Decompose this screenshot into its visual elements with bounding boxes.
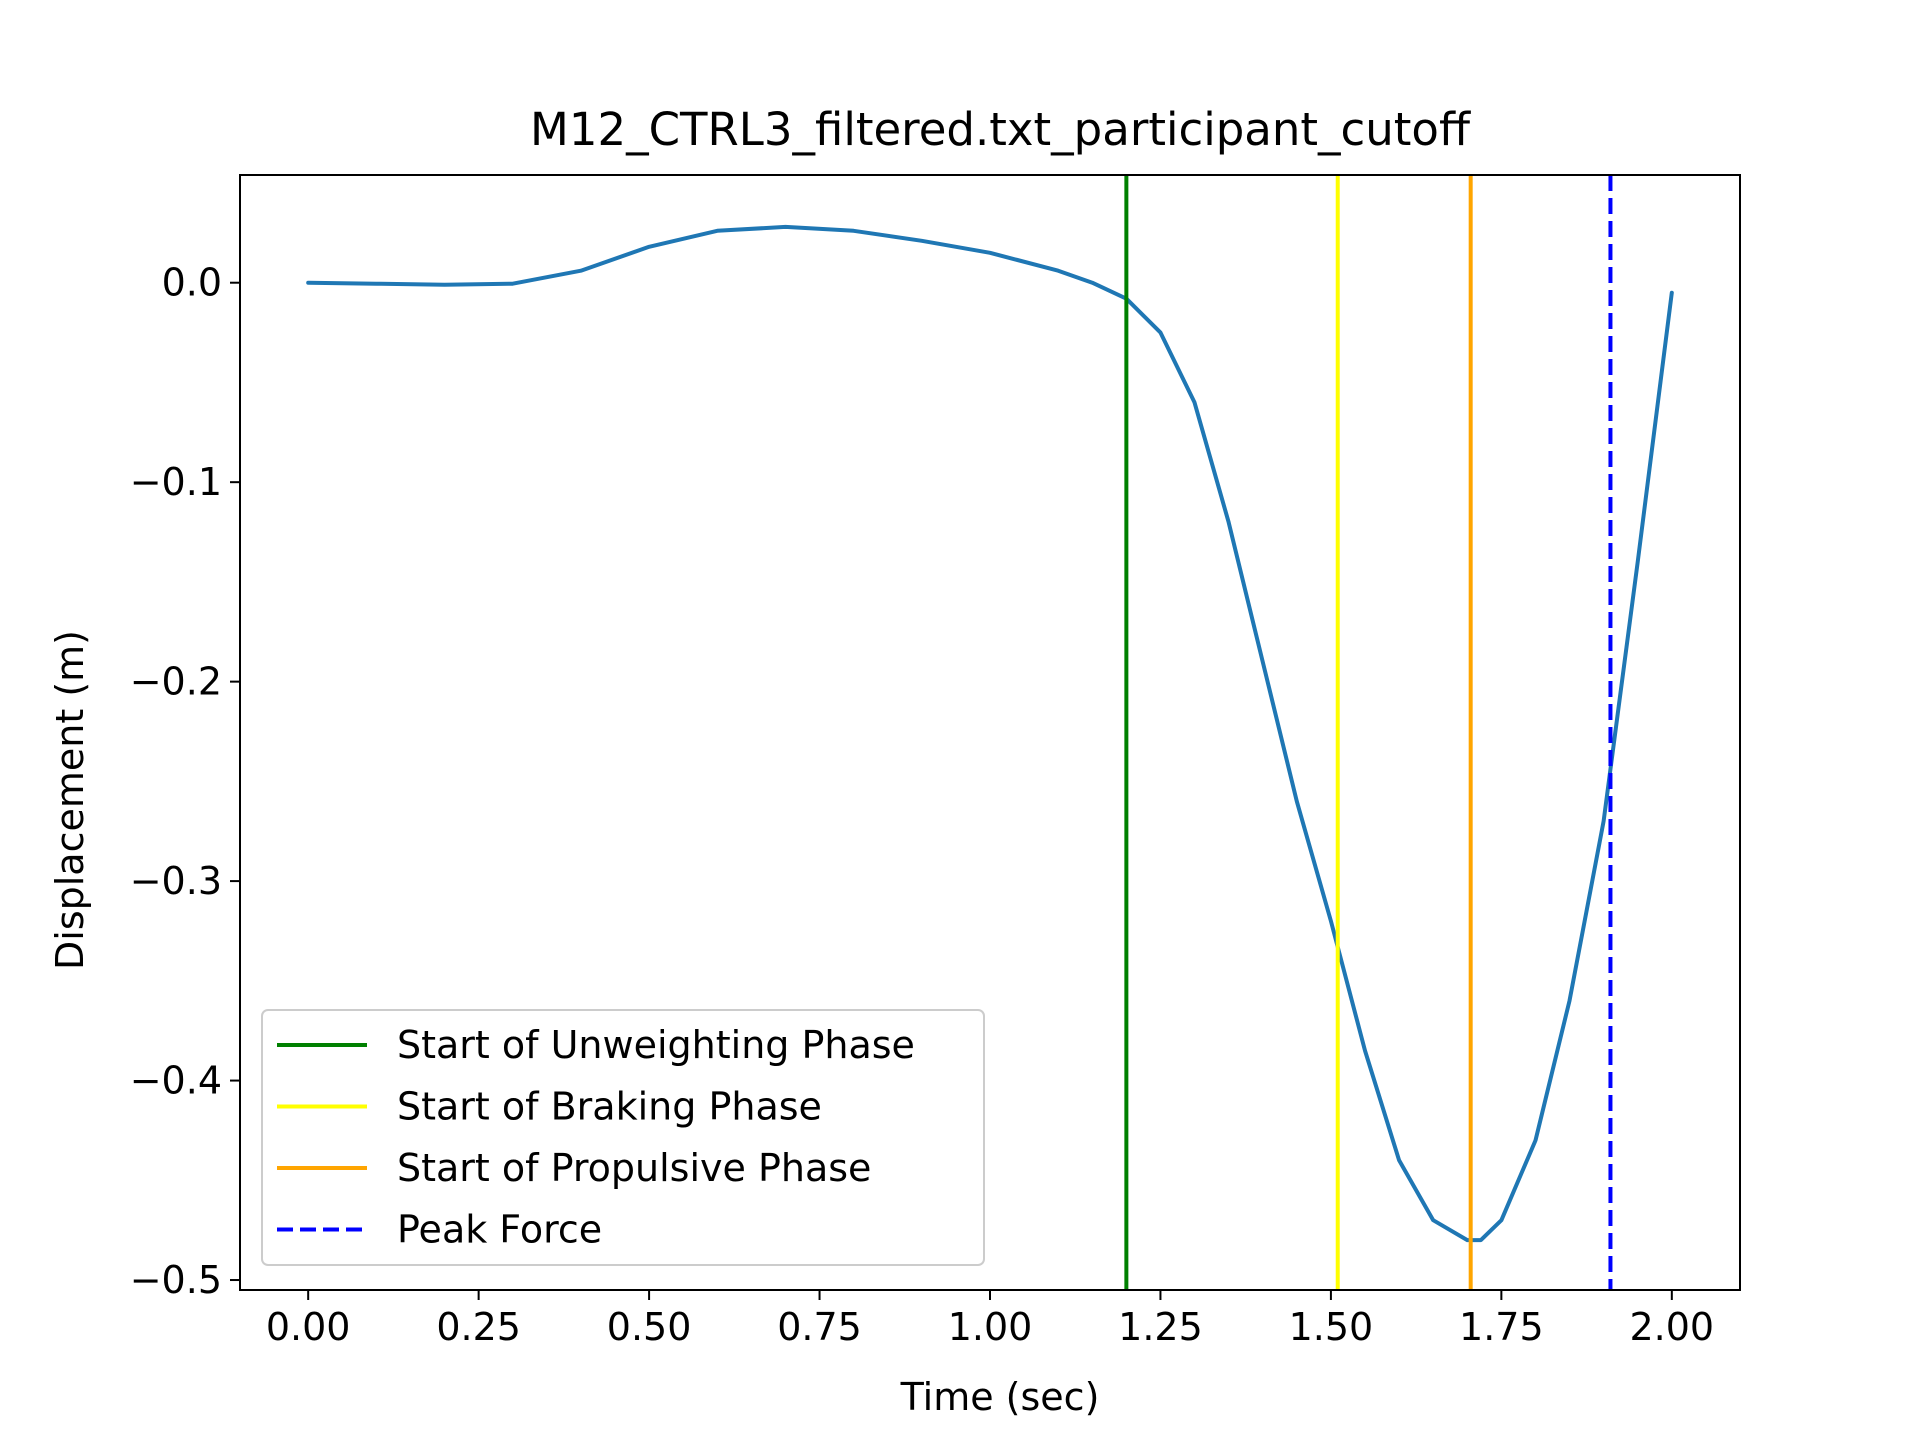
x-tick-label: 2.00 xyxy=(1630,1305,1715,1349)
x-tick-label: 1.50 xyxy=(1289,1305,1374,1349)
axes: 0.00 0.25 0.50 0.75 1.00 1.25 1.50 1.75 2.00 0.0 −… xyxy=(130,174,1741,1349)
x-tick-label: 1.00 xyxy=(948,1305,1033,1349)
legend: Start of Unweighting Phase Start of Braki… xyxy=(261,1009,985,1266)
y-tick-label: 0.0 xyxy=(162,261,222,305)
plot-area xyxy=(306,175,1674,1290)
x-tick-label: 1.75 xyxy=(1459,1305,1544,1349)
legend-entry: Start of Propulsive Phase xyxy=(397,1146,871,1190)
chart-title: M12_CTRL3_filtered.txt_participant_cutof… xyxy=(530,103,1471,156)
y-tick-label: −0.3 xyxy=(130,859,222,903)
legend-entry: Start of Unweighting Phase xyxy=(397,1023,915,1067)
x-tick-label: 0.75 xyxy=(777,1305,862,1349)
legend-box xyxy=(261,1009,985,1266)
legend-entry: Start of Braking Phase xyxy=(397,1085,822,1129)
series-line-0 xyxy=(306,224,1674,1243)
legend-entry: Peak Force xyxy=(397,1208,602,1252)
x-tick-label: 0.00 xyxy=(266,1305,351,1349)
x-tick-label: 1.25 xyxy=(1118,1305,1203,1349)
y-tick-label: −0.4 xyxy=(130,1059,222,1103)
y-axis-label: Displacement (m) xyxy=(48,630,92,970)
x-tick-label: 0.50 xyxy=(607,1305,692,1349)
y-tick-label: −0.1 xyxy=(130,460,222,504)
x-axis-label: Time (sec) xyxy=(900,1375,1100,1419)
y-tick-label: −0.2 xyxy=(130,660,222,704)
y-tick-label: −0.5 xyxy=(130,1258,222,1302)
x-tick-label: 0.25 xyxy=(436,1305,521,1349)
